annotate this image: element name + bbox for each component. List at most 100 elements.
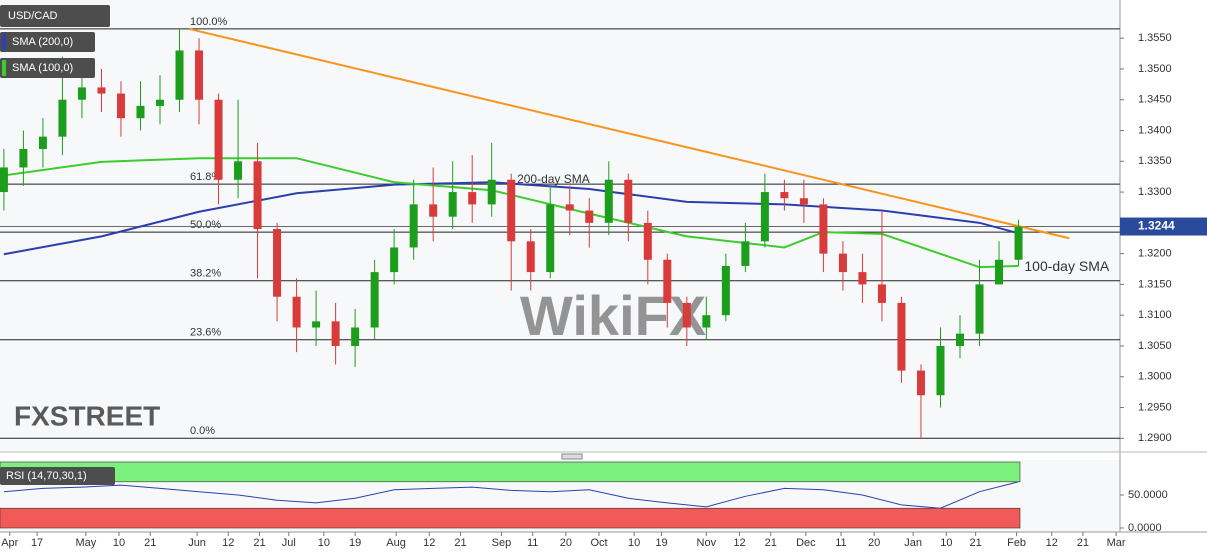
annotation: 100-day SMA	[1024, 258, 1109, 274]
y-tick-label: 1.3550	[1138, 32, 1172, 44]
x-tick-label: 11	[835, 537, 846, 549]
sma-line	[3, 181, 1019, 256]
candle-body	[663, 259, 672, 303]
candle-body	[526, 241, 535, 273]
fib-label: 61.8%	[190, 171, 221, 183]
x-tick-label: 20	[868, 537, 880, 549]
x-tick-label: Apr	[1, 537, 18, 549]
candle-body	[58, 99, 67, 137]
candle-body	[156, 99, 164, 106]
x-tick-label: Oct	[590, 537, 607, 549]
y-tick-label: 1.2950	[1138, 401, 1172, 413]
y-tick-label: 1.3050	[1138, 340, 1172, 352]
candle-body	[19, 148, 28, 168]
rsi-label: RSI (14,70,30,1)	[6, 470, 87, 482]
fib-label: 100.0%	[190, 16, 228, 28]
candle-body	[780, 192, 789, 199]
candle-body	[799, 198, 808, 205]
chart-title: USD/CAD	[8, 10, 58, 22]
candle-body	[273, 229, 282, 297]
candle-body	[838, 253, 847, 273]
x-tick-label: Jun	[188, 537, 206, 549]
overbought-zone	[0, 461, 1021, 483]
x-tick-label: 19	[349, 537, 361, 549]
x-tick-label: 12	[1046, 537, 1058, 549]
candle-body	[487, 179, 496, 205]
candle-body	[409, 204, 418, 248]
candle-body	[331, 321, 340, 346]
x-tick-label: Mar	[1107, 537, 1126, 549]
fib-label: 38.2%	[190, 268, 221, 280]
annotation: 200-day SMA	[517, 172, 590, 186]
x-tick-label: 21	[253, 537, 265, 549]
watermark: FXSTREET	[14, 400, 160, 431]
x-tick-label: 12	[423, 537, 435, 549]
x-tick-label: 21	[144, 537, 156, 549]
x-tick-label: Feb	[1007, 537, 1026, 549]
y-tick-label: 1.3450	[1138, 94, 1172, 106]
x-tick-label: Sep	[492, 537, 512, 549]
candle-body	[312, 321, 321, 328]
y-tick-label: 1.3200	[1138, 248, 1172, 260]
rsi-y-tick-label: 0.0000	[1128, 522, 1162, 534]
watermark: WikiFX	[520, 284, 706, 347]
candle-body	[253, 161, 262, 230]
y-tick-label: 1.3000	[1138, 371, 1172, 383]
candle-body	[214, 99, 223, 180]
x-tick-label: 19	[655, 537, 667, 549]
x-tick-label: 12	[733, 537, 745, 549]
rsi-y-tick-label: 50.0000	[1128, 489, 1168, 501]
price-panel	[0, 0, 1120, 452]
candle-body	[877, 284, 886, 303]
x-tick-label: Aug	[386, 537, 406, 549]
candle-body	[116, 93, 125, 119]
x-tick-label: 20	[560, 537, 572, 549]
x-tick-label: 10	[113, 537, 125, 549]
candle-body	[234, 161, 243, 180]
y-tick-label: 1.3500	[1138, 63, 1172, 75]
candle-body	[390, 247, 399, 273]
x-tick-label: 10	[628, 537, 640, 549]
marks: FXSTREET WikiFX 1.2900 1.2950 1.3000 1.3050 1.…	[0, 5, 1207, 549]
legend-box	[0, 58, 95, 78]
last-price-label: 1.3244	[1138, 219, 1175, 233]
candle-body	[546, 204, 555, 273]
x-tick-label: 21	[454, 537, 466, 549]
x-tick-label: 17	[31, 537, 43, 549]
x-tick-label: 21	[765, 537, 777, 549]
legend-swatch	[2, 34, 6, 50]
x-tick-label: Jan	[904, 537, 922, 549]
candle-body	[175, 50, 184, 100]
candle-body	[995, 259, 1004, 285]
candle-body	[916, 370, 925, 396]
candle-body	[741, 241, 750, 266]
x-tick-label: 12	[222, 537, 234, 549]
candle-body	[448, 192, 457, 217]
legend-label: SMA (100,0)	[12, 62, 73, 74]
y-tick-label: 1.3150	[1138, 278, 1172, 290]
splitter-handle[interactable]	[561, 453, 583, 460]
candle-body	[936, 345, 945, 396]
candle-body	[643, 222, 652, 260]
candle-body	[858, 272, 867, 285]
legend-label: SMA (200,0)	[12, 36, 73, 48]
trendline	[189, 27, 1070, 240]
legend-swatch	[2, 60, 6, 76]
candle-body	[195, 50, 204, 100]
candle-body	[97, 87, 106, 94]
fib-label: 23.6%	[190, 327, 221, 339]
candle-body	[370, 272, 379, 328]
candle-body	[429, 204, 438, 217]
x-tick-label: 21	[1077, 537, 1089, 549]
candle-body	[136, 105, 145, 119]
candle-body	[1014, 226, 1023, 260]
x-tick-label: 11	[527, 537, 538, 549]
fib-label: 50.0%	[190, 219, 221, 231]
candle-body	[604, 179, 613, 223]
candle-body	[38, 136, 47, 149]
y-tick-label: 1.3400	[1138, 124, 1172, 136]
x-tick-label: 10	[940, 537, 952, 549]
y-tick-label: 1.2900	[1138, 432, 1172, 444]
legend-box	[0, 32, 95, 52]
